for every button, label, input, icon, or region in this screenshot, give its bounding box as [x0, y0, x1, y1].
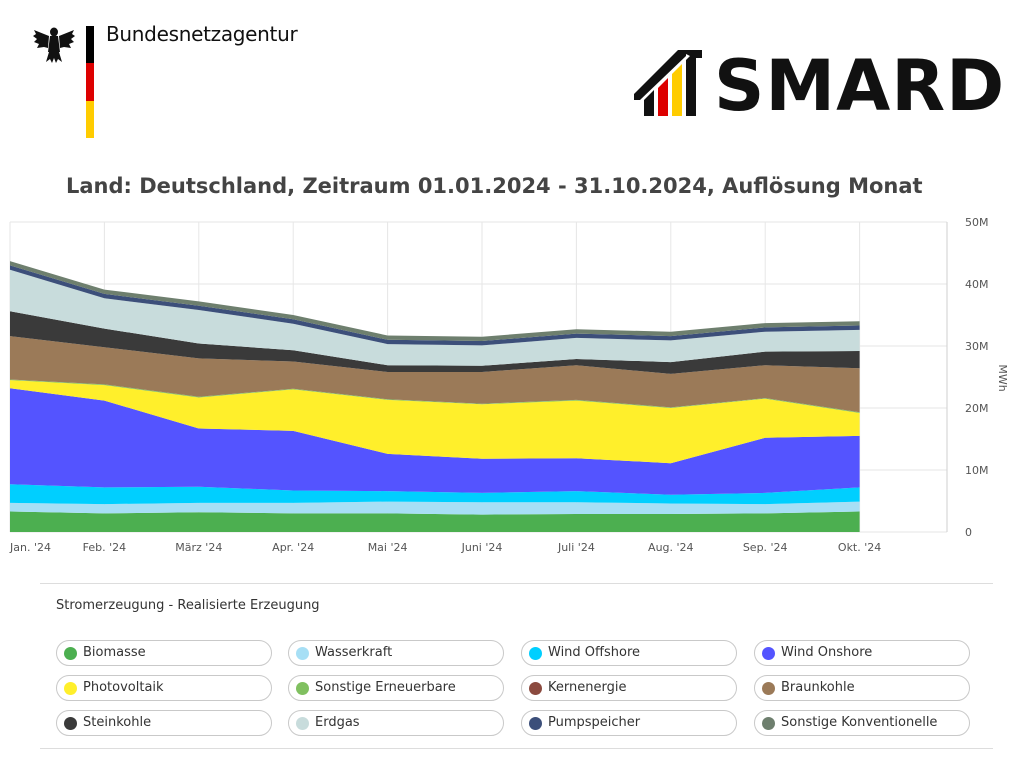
- x-tick-label: Jan. '24: [9, 541, 51, 554]
- area-erdgas[interactable]: [10, 269, 860, 366]
- legend-color-dot: [529, 717, 542, 730]
- x-tick-label: Apr. '24: [272, 541, 314, 554]
- y-tick-label: 0: [965, 526, 972, 539]
- legend-label: Pumpspeicher: [548, 715, 641, 730]
- x-tick-label: Mai '24: [368, 541, 408, 554]
- legend-label: Photovoltaik: [83, 680, 164, 695]
- legend-label: Wind Onshore: [781, 645, 873, 660]
- legend-item-braunkohle[interactable]: Braunkohle: [754, 675, 970, 701]
- y-tick-label: 10M: [965, 464, 989, 477]
- chart-title: Land: Deutschland, Zeitraum 01.01.2024 -…: [66, 174, 923, 198]
- legend-item-sonstige-erneuerbare[interactable]: Sonstige Erneuerbare: [288, 675, 504, 701]
- x-tick-label: Aug. '24: [648, 541, 694, 554]
- area-steinkohle[interactable]: [10, 311, 860, 374]
- legend-item-wind-offshore[interactable]: Wind Offshore: [521, 640, 737, 666]
- x-tick-label: Juli '24: [557, 541, 595, 554]
- legend-label: Braunkohle: [781, 680, 855, 695]
- legend-color-dot: [529, 647, 542, 660]
- area-wind-onshore[interactable]: [10, 388, 860, 495]
- area-wasserkraft[interactable]: [10, 501, 860, 515]
- agency-name: Bundesnetzagentur: [106, 22, 298, 46]
- legend-item-kernenergie[interactable]: Kernenergie: [521, 675, 737, 701]
- legend-item-photovoltaik[interactable]: Photovoltaik: [56, 675, 272, 701]
- legend-color-dot: [762, 682, 775, 695]
- area-biomasse[interactable]: [10, 511, 860, 533]
- divider-top: [40, 583, 993, 584]
- legend-color-dot: [64, 682, 77, 695]
- legend-label: Wind Offshore: [548, 645, 641, 660]
- legend-item-steinkohle[interactable]: Steinkohle: [56, 710, 272, 736]
- legend-item-wasserkraft[interactable]: Wasserkraft: [288, 640, 504, 666]
- legend-label: Sonstige Konventionelle: [781, 715, 938, 730]
- legend-label: Biomasse: [83, 645, 146, 660]
- legend-color-dot: [64, 717, 77, 730]
- y-tick-label: 40M: [965, 278, 989, 291]
- legend-label: Wasserkraft: [315, 645, 393, 660]
- legend-item-erdgas[interactable]: Erdgas: [288, 710, 504, 736]
- x-tick-label: März '24: [175, 541, 222, 554]
- y-tick-label: 20M: [965, 402, 989, 415]
- area-wind-offshore[interactable]: [10, 484, 860, 505]
- legend-color-dot: [64, 647, 77, 660]
- federal-eagle-icon: [33, 27, 75, 63]
- legend-item-wind-onshore[interactable]: Wind Onshore: [754, 640, 970, 666]
- x-tick-label: Okt. '24: [838, 541, 881, 554]
- legend-color-dot: [296, 647, 309, 660]
- stacked-area-chart[interactable]: Jan. '24 Feb. '24 März '24 Apr. '24 Mai '24 J…: [0, 210, 1024, 560]
- y-tick-label: 50M: [965, 216, 989, 229]
- area-braunkohle[interactable]: [10, 336, 860, 413]
- legend-label: Erdgas: [315, 715, 360, 730]
- legend-label: Kernenergie: [548, 680, 627, 695]
- area-sonstige-konventionelle[interactable]: [10, 261, 860, 341]
- legend-item-sonstige-konventionelle[interactable]: Sonstige Konventionelle: [754, 710, 970, 736]
- area-photovoltaik[interactable]: [10, 380, 860, 464]
- legend-title: Stromerzeugung - Realisierte Erzeugung: [56, 598, 320, 613]
- legend-color-dot: [529, 682, 542, 695]
- legend-color-dot: [296, 682, 309, 695]
- legend-color-dot: [296, 717, 309, 730]
- legend-label: Steinkohle: [83, 715, 152, 730]
- smard-logo-text[interactable]: SMARD: [714, 45, 1006, 127]
- legend-item-biomasse[interactable]: Biomasse: [56, 640, 272, 666]
- legend-color-dot: [762, 647, 775, 660]
- german-flag-bar: [86, 26, 94, 138]
- smard-logo-icon[interactable]: [630, 44, 712, 120]
- y-axis-label: MWh: [996, 364, 1009, 391]
- legend-color-dot: [762, 717, 775, 730]
- y-tick-label: 30M: [965, 340, 989, 353]
- x-tick-label: Sep. '24: [743, 541, 788, 554]
- area-pumpspeicher[interactable]: [10, 265, 860, 346]
- legend-label: Sonstige Erneuerbare: [315, 680, 456, 695]
- divider-bottom: [40, 748, 993, 749]
- x-tick-label: Feb. '24: [83, 541, 127, 554]
- x-tick-label: Juni '24: [461, 541, 503, 554]
- legend-item-pumpspeicher[interactable]: Pumpspeicher: [521, 710, 737, 736]
